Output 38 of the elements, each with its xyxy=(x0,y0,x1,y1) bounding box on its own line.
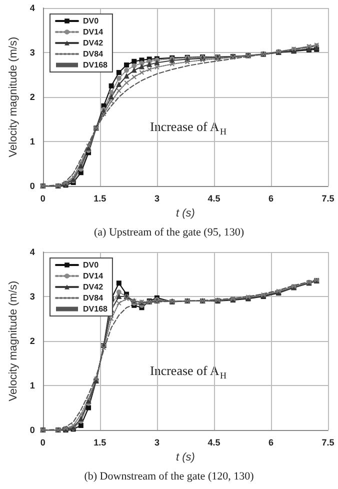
text: (a) Upstream of the gate (95, 130) xyxy=(94,226,244,238)
legend-label: DV0 xyxy=(83,260,100,270)
legend-label: DV168 xyxy=(83,304,108,314)
y-tick-label: 2 xyxy=(30,336,35,346)
y-axis-title: Velocity magnitude (m/s) xyxy=(8,280,20,402)
x-tick-label: 1.5 xyxy=(94,194,106,204)
y-tick-label: 4 xyxy=(30,247,35,257)
y-tick-label: 0 xyxy=(30,425,35,435)
x-tick-label: 3 xyxy=(154,438,160,448)
legend-label: DV14 xyxy=(83,272,104,280)
x-tick-label: 7.5 xyxy=(322,194,334,204)
x-tick-label: 4.5 xyxy=(208,194,220,204)
y-tick-label: 0 xyxy=(30,181,35,191)
legend-label: DV84 xyxy=(83,294,104,302)
text: (b) Downstream of the gate (120, 130) xyxy=(84,470,254,482)
legend-label: DV168 xyxy=(83,60,108,70)
x-tick-label: 0 xyxy=(40,438,46,448)
x-tick-label: 0 xyxy=(40,194,46,204)
legend-label: DV42 xyxy=(83,38,104,48)
legend-label: DV0 xyxy=(83,16,100,26)
y-tick-label: 2 xyxy=(30,92,35,102)
legend-label: DV42 xyxy=(83,282,104,292)
y-tick-label: 4 xyxy=(30,3,35,13)
x-tick-label: 3 xyxy=(154,194,160,204)
x-axis-title: t (s) xyxy=(176,207,196,220)
x-tick-label: 7.5 xyxy=(322,438,334,448)
x-tick-label: 4.5 xyxy=(208,438,220,448)
legend-label: DV84 xyxy=(83,50,104,58)
y-tick-label: 1 xyxy=(30,136,35,146)
y-tick-label: 1 xyxy=(30,380,35,390)
y-tick-label: 3 xyxy=(30,292,35,302)
y-tick-label: 3 xyxy=(30,48,35,58)
x-axis-title: t (s) xyxy=(176,451,196,464)
x-tick-label: 6 xyxy=(268,194,274,204)
x-tick-label: 6 xyxy=(268,438,274,448)
x-tick-label: 1.5 xyxy=(94,438,106,448)
legend-label: DV14 xyxy=(83,28,104,36)
y-axis-title: Velocity magnitude (m/s) xyxy=(8,36,20,158)
